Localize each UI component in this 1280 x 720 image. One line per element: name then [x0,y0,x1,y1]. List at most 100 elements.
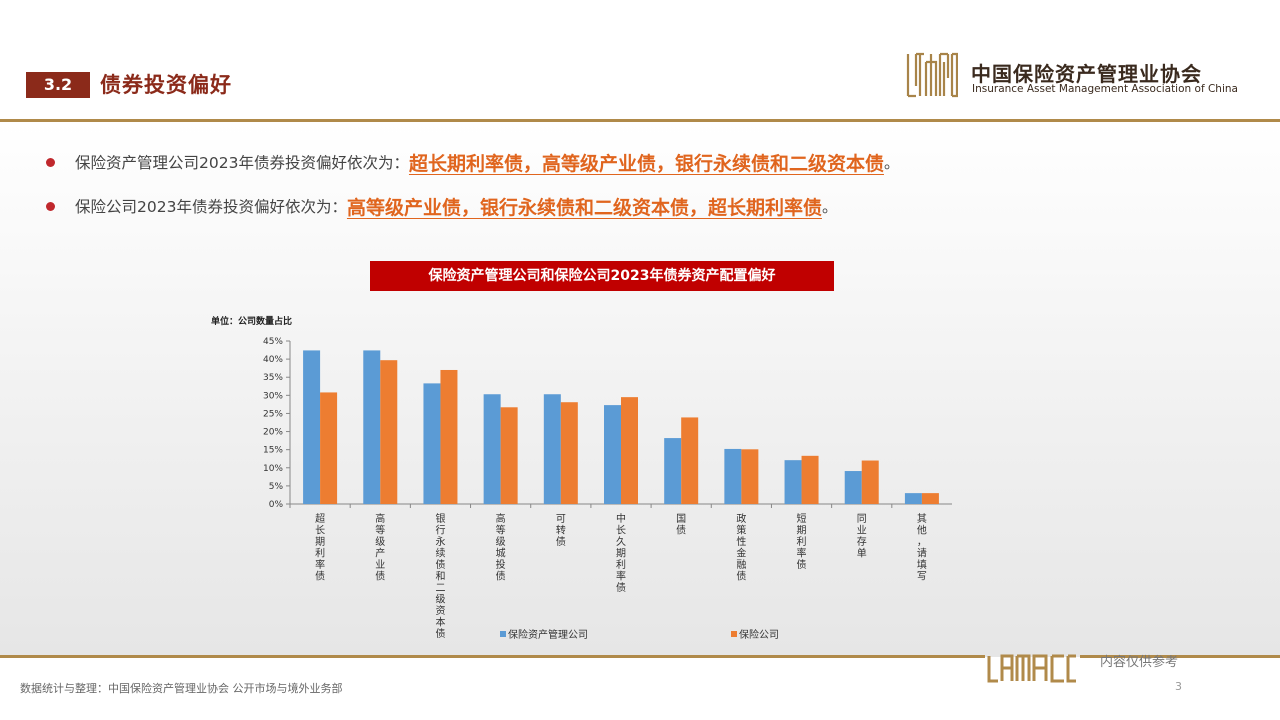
bar-iam [604,405,621,504]
bullet-text: 保险资产管理公司2023年债券投资偏好依次为： [75,154,409,172]
x-category-label: 政 [736,512,746,525]
x-category-label-char: 级 [375,536,385,548]
x-category-label: 其 [917,513,927,525]
x-category-label-char: 债 [435,558,445,571]
bullet-item: 保险公司2023年债券投资偏好依次为： 高等级产业债，银行永续债和二级资本债，超… [46,191,1246,221]
y-tick-label: 15% [263,446,283,456]
x-category-label-char: 长 [616,525,626,537]
y-tick-label: 5% [269,482,284,492]
x-category-label-char: 续 [435,547,445,560]
x-category-label-char: 业 [857,525,867,537]
x-category-label-char: 请 [917,547,927,560]
x-category-label: 超 [315,512,325,525]
x-category-label-char: 债 [496,570,506,583]
bar-iam [483,394,501,504]
bullet-end: 。 [821,198,838,216]
bar-insurer [440,369,458,504]
x-category-label-char: 转 [556,524,566,537]
bar-insurer [861,460,879,504]
x-category-label-char: 等 [496,524,506,537]
x-category-label-char: 等 [375,524,385,537]
bar-iam [724,448,742,504]
bar-iam [303,350,321,504]
bullet-highlight: 高等级产业债，银行永续债和二级资本债，超长期利率债 [346,196,822,219]
bullet-text: 保险公司2023年债券投资偏好依次为： [75,198,347,216]
x-category-label-char: 期 [315,536,325,548]
logo-chinese-name: 中国保险资产管理业协会 [971,62,1202,86]
x-category-label-char: 债 [616,581,626,594]
y-tick-label: 35% [263,373,283,383]
x-category-label-char: 期 [797,525,807,537]
x-category-label-char: 期 [616,548,626,560]
data-source: 数据统计与整理：中国保险资产管理业协会 公开市场与境外业务部 [20,682,343,695]
bullet-dot-icon [46,201,55,211]
x-category-label-char: 融 [736,559,746,571]
x-category-label: 短 [797,512,807,525]
legend-swatch-icon [731,631,737,637]
bullet-dot-icon [46,157,55,167]
legend-label: 保险资产管理公司 [508,628,588,641]
header-divider [0,119,1280,122]
x-category-label-char: 利 [315,548,325,560]
disclaimer-note: 内容仅供参考 [1100,655,1179,670]
x-category-label-char: 金 [736,547,746,560]
x-category-label-char: 长 [315,525,325,537]
bar-iam [844,471,862,504]
x-category-label-char: 率 [616,570,626,583]
footer-divider-right [1080,655,1280,658]
x-category-label-char: 策 [736,524,746,537]
x-category-label-char: 债 [556,535,566,548]
legend-label: 保险公司 [739,628,779,641]
x-category-label-char: 存 [857,535,867,548]
x-category-label-char: 和 [435,571,445,583]
x-category-label-char: 二 [435,583,445,594]
x-category-label: 国 [676,513,686,525]
bar-insurer [681,417,699,504]
bullet-highlight: 超长期利率债，高等级产业债，银行永续债和二级资本债 [408,152,884,175]
bar-iam [363,350,381,504]
bar-iam [423,383,441,504]
bar-insurer [500,407,518,504]
x-category-label: 中 [616,512,626,525]
bar-insurer [741,449,759,504]
x-category-label-char: 行 [435,524,445,537]
x-category-label-char: 级 [496,536,506,548]
section-title: 债券投资偏好 [100,73,232,97]
x-category-label-char: 城 [496,548,506,560]
logo-english-name: Insurance Asset Management Association o… [972,83,1238,95]
iamac-logo-icon [906,52,958,98]
page-number: 3 [1175,680,1182,693]
legend-swatch-icon [500,631,506,637]
x-category-label-char: 写 [917,571,927,583]
x-category-label-char: 债 [736,570,746,583]
bar-insurer [560,402,578,504]
x-category-label-char: 单 [857,548,867,560]
y-tick-label: 45% [263,337,283,347]
chart-unit-label: 单位：公司数量占比 [211,317,293,327]
bar-iam [784,460,802,504]
x-category-label-char: 业 [375,559,385,571]
bar-insurer [801,455,819,504]
bar-iam [664,438,682,504]
x-category-label-char: 债 [676,524,686,537]
iamac-footer-logo-icon [987,654,1076,683]
y-tick-label: 30% [263,391,283,401]
x-category-label-char: 投 [496,558,506,571]
bullet-end: 。 [883,154,900,172]
x-category-label-char: 债 [435,627,445,640]
y-tick-label: 20% [263,428,283,438]
bar-insurer [380,360,398,504]
bar-iam [904,493,922,504]
bar-iam [543,394,561,504]
y-tick-label: 40% [263,355,283,365]
x-category-label-char: ， [917,537,927,548]
x-category-label-char: 填 [917,558,927,571]
y-tick-label: 0% [269,500,284,510]
bar-insurer [921,493,939,504]
content-background [0,122,1280,657]
section-number: 3.2 [26,72,90,98]
footer-divider [0,655,985,658]
bar-insurer [320,392,338,504]
x-category-label-char: 率 [315,558,325,571]
